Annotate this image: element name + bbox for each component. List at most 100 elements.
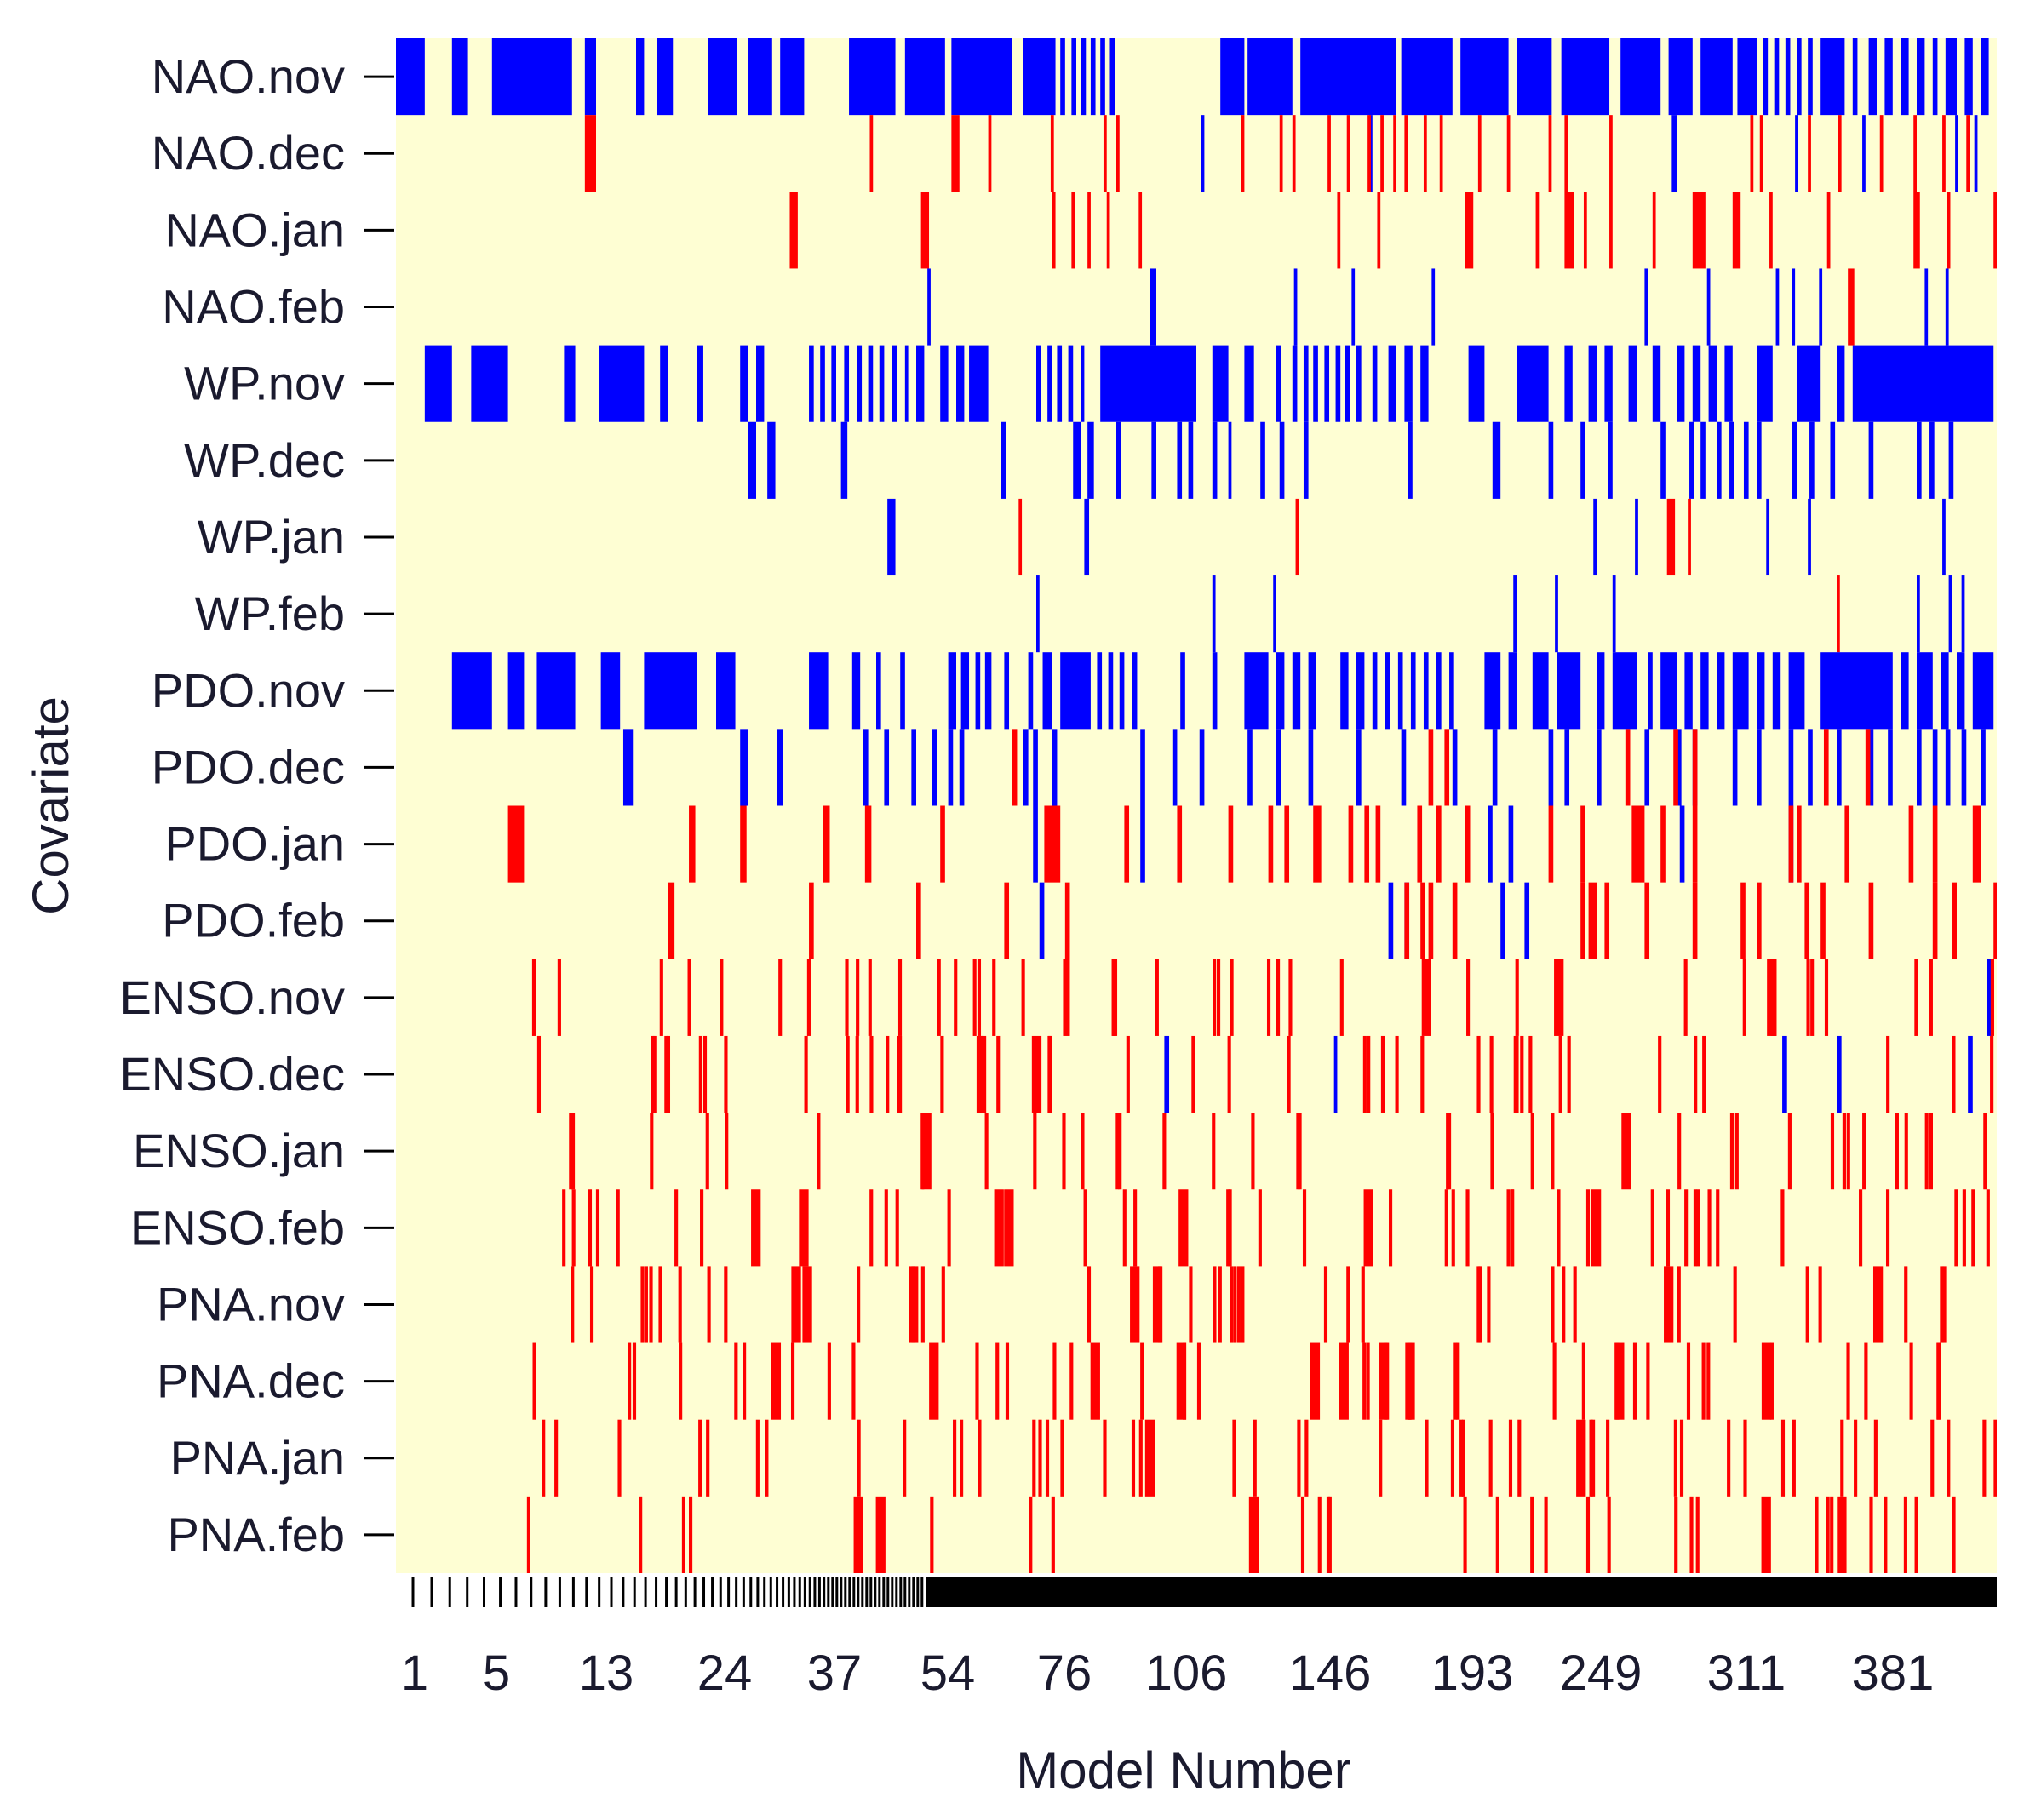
cell-WP.dec-pos-27 [1792, 421, 1797, 499]
cell-PNA.jan-neg-30 [1459, 1419, 1464, 1497]
cell-PDO.jan-neg-29 [1932, 805, 1938, 883]
cell-ENSO.nov-neg-18 [1213, 959, 1217, 1036]
cell-ENSO.nov-neg-22 [1770, 959, 1775, 1036]
cell-PNA.dec-neg-34 [975, 1342, 979, 1420]
cell-PNA.nov-neg-36 [1236, 1266, 1241, 1343]
cell-PDO.nov-pos-47 [1717, 652, 1725, 730]
cell-PNA.nov-neg-14 [1233, 1266, 1237, 1343]
y-label-NAO.feb: NAO.feb [162, 280, 345, 334]
cell-NAO.nov-pos-10 [904, 38, 945, 116]
cell-ENSO.feb-neg-41 [1885, 1189, 1890, 1267]
cell-ENSO.nov-neg-42 [1421, 959, 1431, 1036]
cell-PNA.dec-neg-39 [995, 1342, 1000, 1420]
cell-ENSO.dec-neg-14 [1395, 1035, 1399, 1113]
cell-NAO.dec-neg-30 [1966, 115, 1970, 192]
cell-PDO.feb-neg-6 [1420, 882, 1425, 959]
cell-PNA.dec-neg-45 [679, 1342, 683, 1420]
cell-NAO.nov-pos-29 [1737, 38, 1757, 116]
cell-ENSO.jan-neg-27 [1621, 1113, 1631, 1190]
cell-PDO.nov-pos-1 [507, 652, 525, 730]
cell-ENSO.feb-neg-0 [1650, 1189, 1654, 1267]
cell-PNA.jan-neg-47 [1060, 1419, 1064, 1497]
cell-PDO.jan-neg-12 [1313, 805, 1322, 883]
cell-NAO.dec-neg-4 [1050, 115, 1054, 192]
cell-NAO.jan-neg-17 [1769, 192, 1773, 269]
cell-PDO.nov-pos-12 [975, 652, 981, 730]
cell-PNA.nov-neg-3 [640, 1266, 645, 1343]
cell-WP.dec-pos-12 [1260, 421, 1265, 499]
cell-WP.feb-pos-2 [1273, 575, 1276, 653]
cell-PDO.nov-pos-8 [876, 652, 881, 730]
cell-NAO.nov-pos-20 [1247, 38, 1293, 116]
cell-NAO.nov-pos-9 [849, 38, 896, 116]
cell-ENSO.nov-neg-12 [1066, 959, 1070, 1036]
cell-PNA.feb-neg-4 [1029, 1496, 1033, 1573]
cell-ENSO.jan-neg-30 [1924, 1113, 1929, 1190]
x-tick-label-249: 249 [1560, 1645, 1643, 1701]
cell-PDO.nov-pos-46 [1700, 652, 1709, 730]
cell-ENSO.jan-neg-28 [1490, 1113, 1494, 1190]
cell-PNA.jan-neg-0 [1425, 1419, 1429, 1497]
cell-PNA.nov-neg-37 [1733, 1266, 1737, 1343]
cell-PNA.nov-neg-33 [1230, 1266, 1234, 1343]
cell-NAO.nov-pos-28 [1700, 38, 1733, 116]
cell-PDO.feb-neg-14 [1740, 882, 1746, 959]
cell-ENSO.jan-neg-25 [1446, 1113, 1450, 1190]
cell-NAO.dec-neg-28 [1913, 115, 1917, 192]
cell-ENSO.feb-neg-45 [1591, 1189, 1602, 1267]
cell-PDO.jan-neg-0 [507, 805, 525, 883]
cell-WP.dec-pos-33 [1948, 421, 1954, 499]
cell-WP.nov-pos-26 [1100, 345, 1196, 422]
x-tick-label-13: 13 [579, 1645, 634, 1701]
cell-PDO.jan-neg-14 [1364, 805, 1370, 883]
x-tick-label-146: 146 [1289, 1645, 1372, 1701]
cell-ENSO.dec-pos-1 [1333, 1035, 1338, 1113]
cell-PDO.nov-pos-4 [644, 652, 697, 730]
cell-WP.nov-pos-42 [1517, 345, 1549, 422]
cell-ENSO.nov-neg-28 [1914, 959, 1918, 1036]
cell-PDO.jan-neg-18 [1465, 805, 1471, 883]
cell-PDO.dec-pos-3 [863, 729, 869, 806]
cell-PNA.feb-neg-22 [1695, 1496, 1700, 1573]
y-label-PNA.feb: PNA.feb [167, 1508, 345, 1561]
cell-PDO.nov-pos-49 [1757, 652, 1765, 730]
cell-NAO.nov-pos-37 [1868, 38, 1877, 116]
cell-PDO.jan-neg-4 [864, 805, 872, 883]
cell-PDO.nov-pos-51 [1788, 652, 1805, 730]
y-label-PNA.nov: PNA.nov [157, 1277, 345, 1331]
cell-ENSO.jan-neg-12 [1895, 1113, 1899, 1190]
cell-PDO.feb-neg-2 [916, 882, 921, 959]
cell-WP.nov-pos-23 [1057, 345, 1063, 422]
cell-NAO.nov-pos-35 [1820, 38, 1845, 116]
cell-WP.dec-pos-21 [1689, 421, 1694, 499]
y-label-NAO.nov: NAO.nov [152, 49, 345, 103]
cell-PNA.feb-neg-26 [1530, 1496, 1534, 1573]
cell-PDO.dec-pos-8 [959, 729, 965, 806]
cell-PDO.jan-neg-5 [940, 805, 945, 883]
cell-ENSO.feb-neg-32 [1971, 1189, 1975, 1267]
cell-ENSO.feb-neg-23 [1557, 1189, 1561, 1267]
cell-PNA.nov-neg-6 [941, 1266, 945, 1343]
cell-PNA.jan-neg-39 [1253, 1419, 1257, 1497]
cell-PNA.jan-neg-48 [1304, 1419, 1309, 1497]
cell-WP.feb-pos-0 [1036, 575, 1040, 653]
y-label-WP.dec: WP.dec [184, 433, 345, 487]
cell-NAO.nov-pos-41 [1932, 38, 1938, 116]
cell-PDO.jan-pos-1 [1140, 805, 1145, 883]
cell-PNA.nov-neg-19 [589, 1266, 594, 1343]
cell-NAO.dec-neg-14 [1393, 115, 1396, 192]
cell-ENSO.dec-pos-0 [1164, 1035, 1170, 1113]
cell-PDO.dec-pos-11 [1052, 729, 1058, 806]
cell-PNA.nov-neg-22 [802, 1266, 812, 1343]
cell-NAO.dec-neg-9 [1292, 115, 1296, 192]
cell-PDO.jan-neg-15 [1375, 805, 1381, 883]
cell-PDO.nov-pos-53 [1901, 652, 1909, 730]
cell-PDO.nov-pos-41 [1597, 652, 1605, 730]
y-label-PDO.nov: PDO.nov [152, 663, 345, 717]
cell-PNA.dec-neg-17 [1196, 1342, 1201, 1420]
cell-ENSO.nov-neg-34 [1230, 959, 1234, 1036]
cell-WP.dec-pos-13 [1279, 421, 1285, 499]
cell-NAO.jan-neg-21 [1993, 192, 1997, 269]
cell-PNA.jan-neg-21 [1727, 1419, 1731, 1497]
